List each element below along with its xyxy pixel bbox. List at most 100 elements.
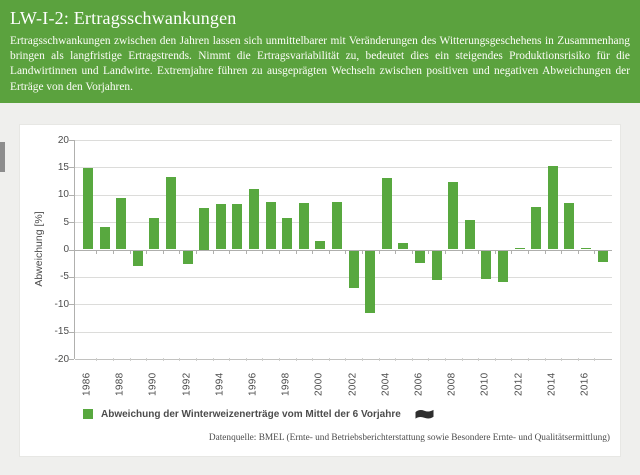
x-axis-tick xyxy=(162,250,164,254)
x-axis-bottom-tick xyxy=(146,358,148,361)
y-tick-label: 15 xyxy=(57,161,69,173)
chart-bar-1986 xyxy=(83,168,93,250)
x-tick-label: 1996 xyxy=(247,372,259,396)
x-axis-tick xyxy=(129,250,131,254)
x-axis-bottom-tick xyxy=(361,358,363,361)
x-axis-tick xyxy=(461,250,463,254)
chart-bar-2004 xyxy=(381,178,392,250)
chart-bar-1996 xyxy=(249,188,259,250)
y-tick-label: -10 xyxy=(54,298,69,310)
y-tick-label: 0 xyxy=(63,244,69,255)
y-axis-tick xyxy=(69,140,74,141)
chart-bar-2001 xyxy=(332,202,342,250)
gridline xyxy=(75,140,612,141)
chart-bar-1989 xyxy=(132,250,143,267)
y-tick-label: 5 xyxy=(63,216,69,228)
x-axis-bottom-tick xyxy=(444,358,446,361)
chart-bar-2008 xyxy=(448,182,459,250)
x-axis-bottom-tick xyxy=(378,358,380,361)
x-axis-bottom-tick xyxy=(328,358,330,361)
chart-bar-2013 xyxy=(531,207,542,250)
x-axis-bottom-tick xyxy=(96,358,98,361)
x-tick-label: 2010 xyxy=(479,372,491,396)
x-axis-bottom-tick xyxy=(478,358,480,361)
x-axis-tick xyxy=(478,250,480,254)
y-axis-tick xyxy=(69,276,74,278)
chart-bar-1992 xyxy=(182,250,193,264)
y-axis-tick xyxy=(69,167,74,169)
x-axis-bottom-tick xyxy=(461,358,463,361)
y-axis-tick xyxy=(69,222,74,224)
x-tick-label: 2000 xyxy=(313,372,325,396)
indicator-header: LW-I-2: Ertragsschwankungen Ertragsschwa… xyxy=(0,0,640,103)
x-tick-label: 2002 xyxy=(347,372,359,396)
x-axis-tick xyxy=(245,250,247,254)
x-axis-bottom-tick xyxy=(544,358,546,361)
legend-swatch xyxy=(83,409,93,419)
x-axis-bottom-tick xyxy=(295,358,297,361)
gridline xyxy=(75,359,612,360)
chart-bar-1991 xyxy=(166,176,176,250)
x-tick-label: 1990 xyxy=(147,372,159,396)
y-axis-tick xyxy=(69,331,74,333)
indicator-description: Ertragsschwankungen zwischen den Jahren … xyxy=(10,35,630,93)
x-axis-tick xyxy=(262,250,264,254)
chart-bar-2006 xyxy=(415,250,425,263)
chart-bar-1995 xyxy=(232,203,243,250)
x-axis-tick xyxy=(195,250,197,254)
gridline xyxy=(75,331,612,333)
gridline xyxy=(75,249,612,251)
x-axis-bottom-tick xyxy=(129,358,131,361)
x-axis-tick xyxy=(428,250,430,254)
chart-bar-1997 xyxy=(265,201,276,250)
chart-bar-2016 xyxy=(581,248,591,250)
y-axis-tick xyxy=(69,249,74,251)
x-axis-bottom-tick xyxy=(312,358,314,361)
chart-bar-2017 xyxy=(597,250,608,262)
y-axis-tick xyxy=(69,194,74,196)
x-axis-tick xyxy=(544,250,546,254)
x-axis-bottom-tick xyxy=(162,358,164,361)
chart-bar-1993 xyxy=(199,208,210,250)
chart-bar-2009 xyxy=(464,219,475,250)
x-axis-tick xyxy=(229,250,231,254)
chart-bar-2002 xyxy=(348,250,359,289)
x-axis-tick xyxy=(312,250,314,254)
x-axis-tick xyxy=(494,250,496,254)
y-axis-tick xyxy=(69,359,74,360)
x-axis-bottom-tick xyxy=(195,358,197,361)
flag-icon xyxy=(415,409,434,420)
x-axis-bottom-tick xyxy=(561,358,563,361)
x-tick-label: 1998 xyxy=(280,372,292,396)
gridline xyxy=(75,304,612,306)
x-tick-label: 2006 xyxy=(413,372,425,396)
x-axis-bottom-tick xyxy=(511,358,513,361)
x-tick-label: 2004 xyxy=(380,372,392,396)
chart-bar-2012 xyxy=(514,248,525,250)
chart-bar-2007 xyxy=(431,250,442,281)
chart-bar-2003 xyxy=(365,250,376,313)
chart-bar-1998 xyxy=(282,217,293,250)
x-axis-tick xyxy=(444,250,446,254)
x-axis-tick xyxy=(577,250,579,254)
x-tick-label: 1988 xyxy=(114,372,126,396)
chart-bar-2005 xyxy=(398,242,409,250)
x-axis-labels: 1986 1988 1990 1992 1994 1996 1998 2000 2002 2004… xyxy=(74,362,611,396)
x-axis-bottom-tick xyxy=(278,358,280,361)
x-axis-tick xyxy=(179,250,181,254)
x-axis-bottom-tick xyxy=(179,358,181,361)
x-axis-tick xyxy=(594,250,596,254)
x-axis-bottom-tick xyxy=(112,358,114,361)
x-axis-tick xyxy=(112,250,114,254)
x-axis-tick xyxy=(328,250,330,254)
chart-bar-1988 xyxy=(116,198,127,250)
chart-panel: Abweichung [%] 20 15 10 5 0 -5 -10 -15 -20 1986 1… xyxy=(19,124,621,457)
x-axis-bottom-tick xyxy=(395,358,397,361)
plot-area: 20 15 10 5 0 -5 -10 -15 -20 xyxy=(55,135,612,364)
gridline xyxy=(75,276,612,278)
chart-bar-1990 xyxy=(149,218,160,250)
x-axis-bottom-tick xyxy=(494,358,496,361)
gridline xyxy=(75,222,612,224)
x-axis-tick xyxy=(212,250,214,254)
x-axis-bottom-tick xyxy=(594,358,596,361)
